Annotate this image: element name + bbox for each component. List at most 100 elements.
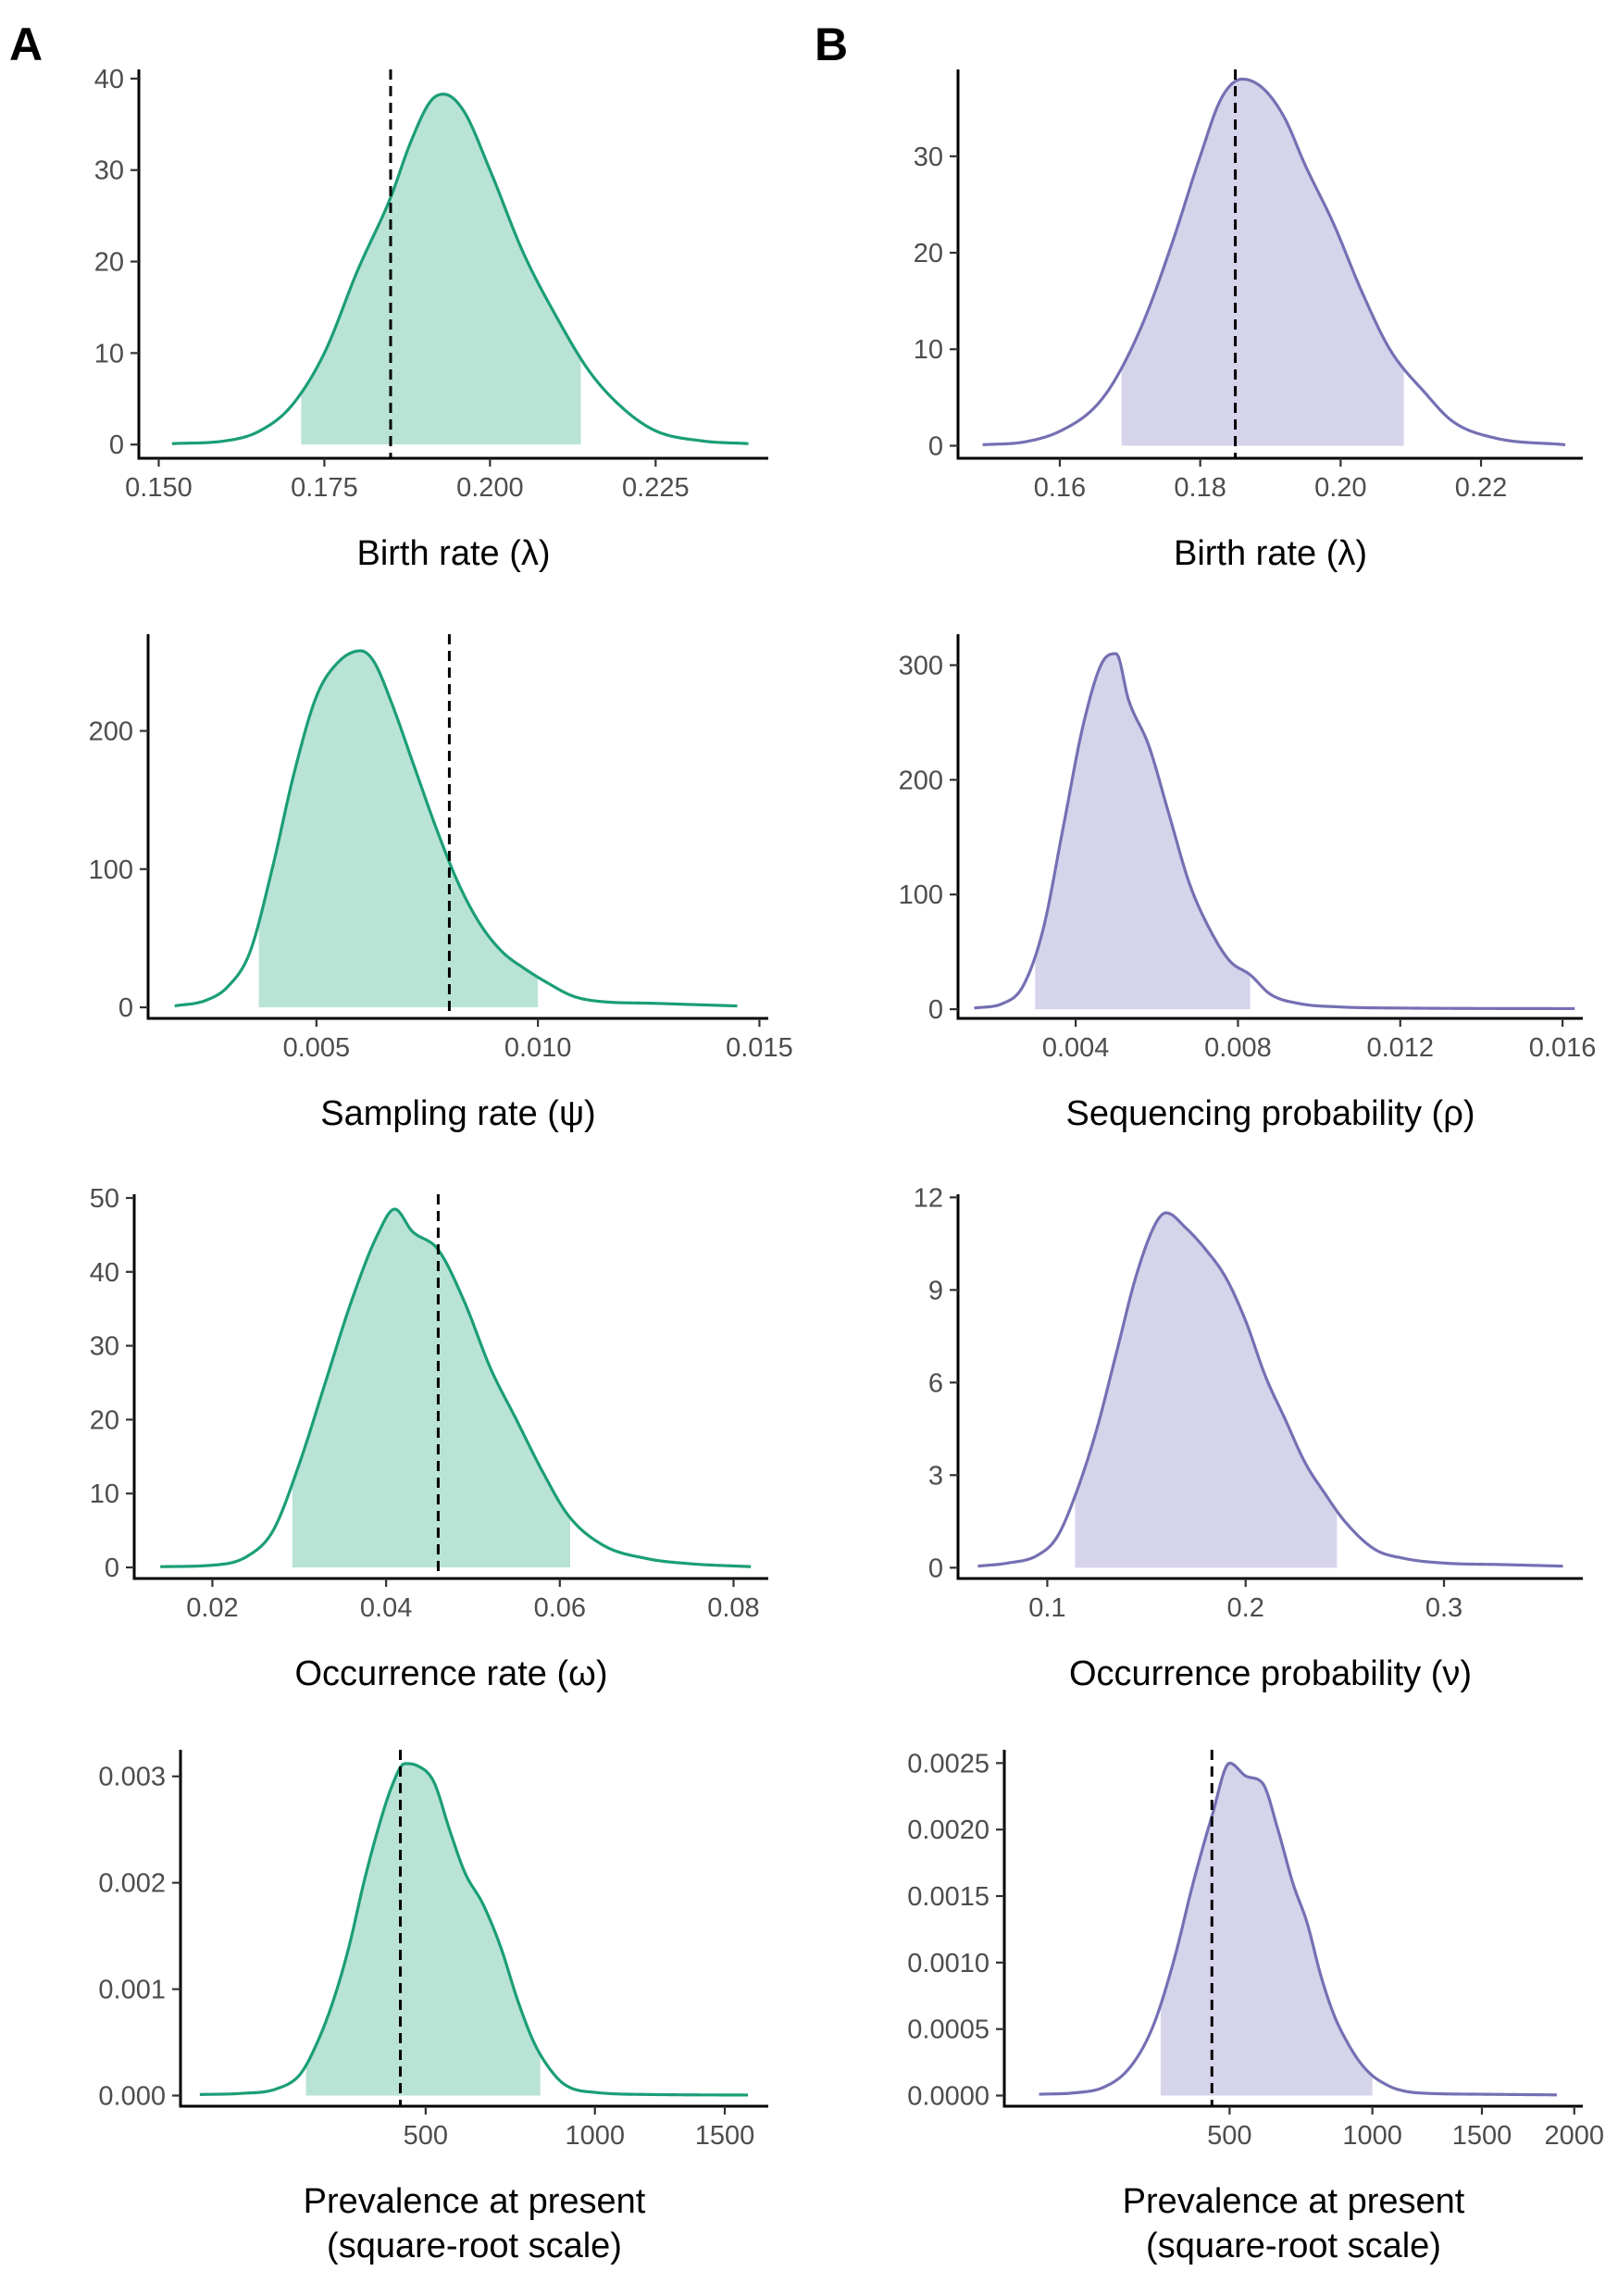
credible-interval-fill xyxy=(301,94,581,445)
credible-interval-fill xyxy=(1121,79,1404,446)
y-tick-label: 50 xyxy=(90,1184,119,1214)
x-tick-label: 0.200 xyxy=(456,473,524,503)
x-axis-title: Birth rate (λ) xyxy=(356,534,550,573)
x-axis-title: Prevalence at present xyxy=(1123,2182,1465,2221)
x-axis-title: Sequencing probability (ρ) xyxy=(1066,1094,1475,1133)
x-tick-label: 0.3 xyxy=(1425,1593,1462,1623)
panel-label-a: A xyxy=(9,19,43,70)
y-tick-label: 20 xyxy=(94,248,124,278)
credible-interval-fill xyxy=(305,1763,541,2096)
y-tick-label: 30 xyxy=(94,156,124,186)
y-tick-label: 3 xyxy=(928,1461,943,1491)
chart-panel-b3: 0 3 6 9 12 0.1 0.2 0.3 Occurrence probability (ν… xyxy=(914,1183,1583,1693)
x-tick-label: 0.20 xyxy=(1314,473,1366,503)
x-tick-label: 0.175 xyxy=(291,473,358,503)
y-tick-label: 0 xyxy=(928,995,943,1025)
x-axis-title: (square-root scale) xyxy=(1146,2227,1441,2265)
chart-panel-a1: 0 10 20 30 40 0.150 0.175 0.200 0.225 Birth rate … xyxy=(94,65,768,573)
y-tick-label: 40 xyxy=(94,65,124,94)
density-curve xyxy=(199,1762,749,2097)
x-tick-label: 0.1 xyxy=(1028,1593,1065,1623)
credible-interval-fill xyxy=(292,1209,571,1568)
y-tick-label: 100 xyxy=(899,880,943,910)
x-tick-label: 500 xyxy=(404,2121,448,2151)
x-tick-label: 0.016 xyxy=(1529,1033,1597,1063)
y-tick-label: 0 xyxy=(928,1554,943,1583)
y-tick-label: 0.0020 xyxy=(907,1816,989,1845)
x-tick-label: 0.04 xyxy=(360,1593,412,1623)
chart-panel-b1: 0 10 20 30 0.16 0.18 0.20 0.22 Birth rate (λ) xyxy=(914,69,1583,573)
y-tick-label: 0.0010 xyxy=(907,1949,989,1978)
credible-interval-fill xyxy=(258,650,539,1008)
y-tick-label: 0.0005 xyxy=(907,2015,989,2045)
x-axis-title: Sampling rate (ψ) xyxy=(320,1094,595,1133)
chart-panel-a3: 0 10 20 30 40 50 0.02 0.04 0.06 0.08 Occurrence ra… xyxy=(90,1184,768,1693)
y-tick-label: 12 xyxy=(914,1183,943,1213)
y-tick-label: 0 xyxy=(105,1554,119,1583)
density-curve xyxy=(1039,1761,1558,2097)
y-tick-label: 40 xyxy=(90,1258,119,1288)
x-tick-label: 0.150 xyxy=(125,473,193,503)
y-tick-label: 300 xyxy=(899,651,943,680)
y-tick-label: 0 xyxy=(118,993,133,1023)
y-tick-label: 20 xyxy=(90,1405,119,1435)
credible-interval-fill xyxy=(1160,1763,1373,2096)
density-curve xyxy=(160,1207,752,1568)
x-tick-label: 1500 xyxy=(695,2121,755,2151)
y-tick-label: 9 xyxy=(928,1276,943,1305)
x-tick-label: 0.18 xyxy=(1174,473,1226,503)
x-tick-label: 0.012 xyxy=(1366,1033,1434,1063)
y-tick-label: 100 xyxy=(89,855,133,885)
y-tick-label: 0.001 xyxy=(98,1976,166,2005)
x-tick-label: 500 xyxy=(1207,2121,1251,2151)
chart-panel-b4: 0.0000 0.0005 0.0010 0.0015 0.0020 0.0025 500 1… xyxy=(907,1749,1604,2265)
y-tick-label: 0.0015 xyxy=(907,1882,989,1912)
y-tick-label: 30 xyxy=(914,143,943,172)
y-tick-label: 0.000 xyxy=(98,2082,166,2112)
x-tick-label: 2000 xyxy=(1544,2121,1604,2151)
credible-interval-fill xyxy=(1075,1213,1338,1568)
density-curve xyxy=(174,649,738,1008)
density-curve xyxy=(977,1211,1563,1568)
x-tick-label: 0.2 xyxy=(1227,1593,1264,1623)
x-tick-label: 0.06 xyxy=(534,1593,586,1623)
x-tick-label: 0.004 xyxy=(1042,1033,1110,1063)
chart-panel-a2: 0 100 200 0.005 0.010 0.015 Sampling rate (ψ) xyxy=(89,634,793,1133)
y-tick-label: 0.002 xyxy=(98,1869,166,1899)
x-axis-title: Occurrence probability (ν) xyxy=(1069,1654,1472,1693)
x-tick-label: 0.02 xyxy=(186,1593,238,1623)
y-tick-label: 6 xyxy=(928,1368,943,1398)
x-tick-label: 1500 xyxy=(1452,2121,1512,2151)
y-tick-label: 0.0000 xyxy=(907,2082,989,2112)
density-curve xyxy=(982,77,1566,447)
x-tick-label: 0.005 xyxy=(283,1033,351,1063)
x-tick-label: 0.225 xyxy=(622,473,690,503)
x-tick-label: 0.015 xyxy=(726,1033,793,1063)
y-tick-label: 10 xyxy=(914,335,943,365)
density-curve xyxy=(974,652,1575,1011)
y-tick-label: 0 xyxy=(928,431,943,461)
y-tick-label: 30 xyxy=(90,1332,119,1362)
chart-panel-a4: 0.000 0.001 0.002 0.003 500 1000 1500 Prevalenc… xyxy=(98,1750,768,2265)
y-tick-label: 10 xyxy=(90,1479,119,1509)
x-axis-title: Birth rate (λ) xyxy=(1174,534,1367,573)
x-tick-label: 0.010 xyxy=(504,1033,572,1063)
x-tick-label: 1000 xyxy=(1342,2121,1402,2151)
y-tick-label: 0.003 xyxy=(98,1763,166,1792)
panel-label-b: B xyxy=(815,19,848,70)
x-axis-title: (square-root scale) xyxy=(327,2227,622,2265)
y-tick-label: 0 xyxy=(109,430,124,460)
density-curve xyxy=(171,93,749,445)
x-tick-label: 0.22 xyxy=(1455,473,1507,503)
y-tick-label: 20 xyxy=(914,239,943,268)
y-tick-label: 10 xyxy=(94,339,124,368)
y-tick-label: 200 xyxy=(89,717,133,746)
chart-panel-b2: 0 100 200 300 0.004 0.008 0.012 0.016 Sequencing… xyxy=(899,634,1597,1133)
x-tick-label: 1000 xyxy=(565,2121,625,2151)
x-tick-label: 0.008 xyxy=(1204,1033,1272,1063)
credible-interval-fill xyxy=(1035,654,1251,1010)
y-tick-label: 200 xyxy=(899,766,943,795)
x-tick-label: 0.08 xyxy=(707,1593,759,1623)
